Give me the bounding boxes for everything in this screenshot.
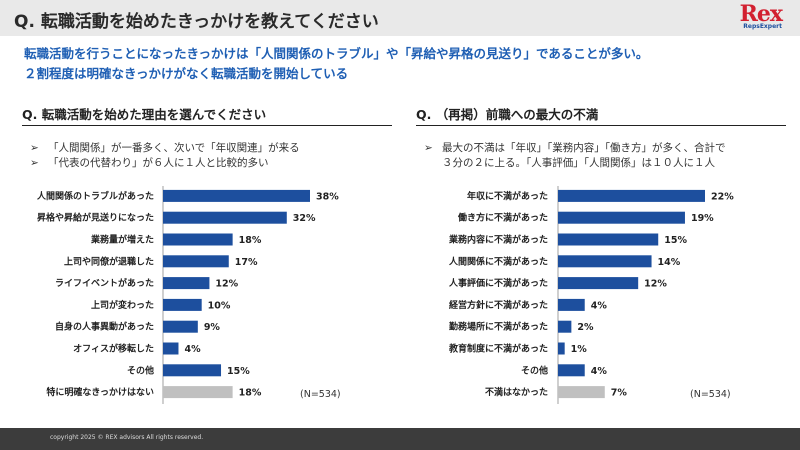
value-label: 12% — [644, 279, 667, 290]
note-text-line: ３分の２に上る。「人事評価」「人間関係」は１０人に１人 — [442, 157, 715, 169]
value-label: 18% — [239, 235, 262, 246]
bar — [163, 386, 233, 399]
value-label: 15% — [664, 235, 687, 246]
category-label: 勤務場所に不満があった — [449, 321, 548, 333]
page-title: Q. 転職活動を始めたきっかけを教えてください — [14, 12, 379, 32]
bar — [163, 255, 229, 268]
category-label: ライフイベントがあった — [55, 277, 154, 289]
bar — [558, 298, 585, 311]
bar — [558, 364, 585, 377]
category-label: 上司や同僚が退職した — [64, 255, 154, 267]
value-label: 14% — [658, 257, 681, 268]
category-label: その他 — [521, 364, 548, 376]
note-text: 「人間関係」が一番多く、次いで「年収関連」が来る — [48, 142, 300, 154]
logo-wordmark: Rex — [739, 1, 783, 27]
arrow-bullet-icon: ➢ — [30, 142, 39, 154]
category-label: 働き方に不満があった — [457, 212, 548, 224]
bar — [163, 189, 310, 202]
category-label: オフィスが移転した — [73, 343, 154, 355]
bar — [163, 211, 287, 224]
value-label: 18% — [239, 388, 262, 399]
right-bar-chart: 年収に不満があった 22% 働き方に不満があった 19% 業務内容に不満があった 15% 人… — [448, 186, 734, 404]
category-label: 不満はなかった — [485, 386, 548, 398]
bar — [163, 233, 233, 246]
bar — [163, 364, 222, 377]
note-text-line: 最大の不満は「年収」「業務内容」「働き方」が多く、合計で — [442, 142, 726, 154]
summary: 転職活動を行うことになったきっかけは「人間関係のトラブル」や「昇給や昇格の見送り… — [24, 44, 648, 84]
value-label: 22% — [711, 191, 734, 202]
bar — [558, 255, 652, 268]
value-label: 4% — [591, 366, 608, 377]
value-label: 9% — [204, 322, 221, 333]
bar — [558, 342, 565, 355]
copyright-text: copyright 2025 © REX advisors All rights… — [50, 434, 204, 441]
value-label: 38% — [316, 191, 339, 202]
value-label: 2% — [577, 322, 594, 333]
bar — [163, 342, 179, 355]
value-label: 7% — [611, 388, 628, 399]
left-panel-title: Q. 転職活動を始めた理由を選んでください — [22, 104, 392, 126]
note-item: ➢ 「代表の代替わり」が６人に１人と比較的多い — [30, 156, 390, 171]
value-label: 15% — [227, 366, 250, 377]
bar — [163, 320, 198, 333]
bar — [558, 211, 685, 224]
arrow-bullet-icon: ➢ — [424, 142, 433, 154]
category-label: 上司が変わった — [91, 299, 154, 311]
left-sample-size: (N=534) — [300, 389, 341, 400]
note-text: 最大の不満は「年収」「業務内容」「働き方」が多く、合計で ３分の２に上る。「人事評… — [442, 141, 726, 171]
category-label: 昇格や昇給が見送りになった — [37, 212, 154, 224]
value-label: 4% — [591, 300, 608, 311]
category-label: 人間関係に不満があった — [448, 255, 548, 267]
footer-bar: copyright 2025 © REX advisors All rights… — [0, 428, 800, 450]
category-label: 人間関係のトラブルがあった — [36, 190, 154, 202]
bar — [558, 189, 705, 202]
bar — [163, 298, 202, 311]
right-panel-title: Q. （再掲）前職への最大の不満 — [416, 104, 786, 126]
category-label: 自身の人事異動があった — [55, 321, 154, 333]
right-panel-header: Q. （再掲）前職への最大の不満 — [416, 104, 786, 126]
category-label: 業務量が増えた — [90, 234, 154, 246]
value-label: 17% — [235, 257, 258, 268]
note-item: ➢ 最大の不満は「年収」「業務内容」「働き方」が多く、合計で ３分の２に上る。「人… — [424, 141, 784, 171]
arrow-bullet-icon: ➢ — [30, 157, 39, 169]
category-label: 業務内容に不満があった — [448, 234, 548, 246]
bar — [163, 277, 210, 290]
bar — [558, 277, 639, 290]
category-label: 年収に不満があった — [467, 190, 548, 202]
value-label: 10% — [208, 300, 231, 311]
bar — [558, 386, 605, 399]
category-label: 人事評価に不満があった — [448, 277, 548, 289]
category-label: 特に明確なきっかけはない — [46, 386, 154, 398]
value-label: 32% — [293, 213, 316, 224]
category-label: 経営方針に不満があった — [449, 299, 548, 311]
summary-line: 転職活動を行うことになったきっかけは「人間関係のトラブル」や「昇給や昇格の見送り… — [24, 46, 649, 61]
value-label: 19% — [691, 213, 714, 224]
bar — [558, 233, 659, 246]
summary-line: ２割程度は明確なきっかけがなく転職活動を開始している — [24, 66, 349, 81]
right-notes: ➢ 最大の不満は「年収」「業務内容」「働き方」が多く、合計で ３分の２に上る。「人… — [424, 141, 784, 171]
value-label: 12% — [215, 279, 238, 290]
header-bar: Q. 転職活動を始めたきっかけを教えてください Rex RepsExpert — [0, 0, 800, 36]
category-label: 教育制度に不満があった — [448, 343, 548, 355]
note-item: ➢ 「人間関係」が一番多く、次いで「年収関連」が来る — [30, 141, 390, 156]
value-label: 4% — [184, 344, 201, 355]
value-label: 1% — [571, 344, 588, 355]
left-panel-header: Q. 転職活動を始めた理由を選んでください — [22, 104, 392, 126]
logo-subtitle: RepsExpert — [743, 23, 782, 30]
category-label: その他 — [127, 364, 154, 376]
note-text: 「代表の代替わり」が６人に１人と比較的多い — [48, 157, 269, 169]
left-bar-chart: 人間関係のトラブルがあった 38% 昇格や昇給が見送りになった 32% 業務量が増えた 1… — [36, 186, 339, 404]
right-sample-size: (N=534) — [690, 389, 731, 400]
left-notes: ➢ 「人間関係」が一番多く、次いで「年収関連」が来る ➢ 「代表の代替わり」が６… — [30, 141, 390, 171]
rex-logo: Rex RepsExpert — [710, 1, 788, 33]
bar — [558, 320, 572, 333]
